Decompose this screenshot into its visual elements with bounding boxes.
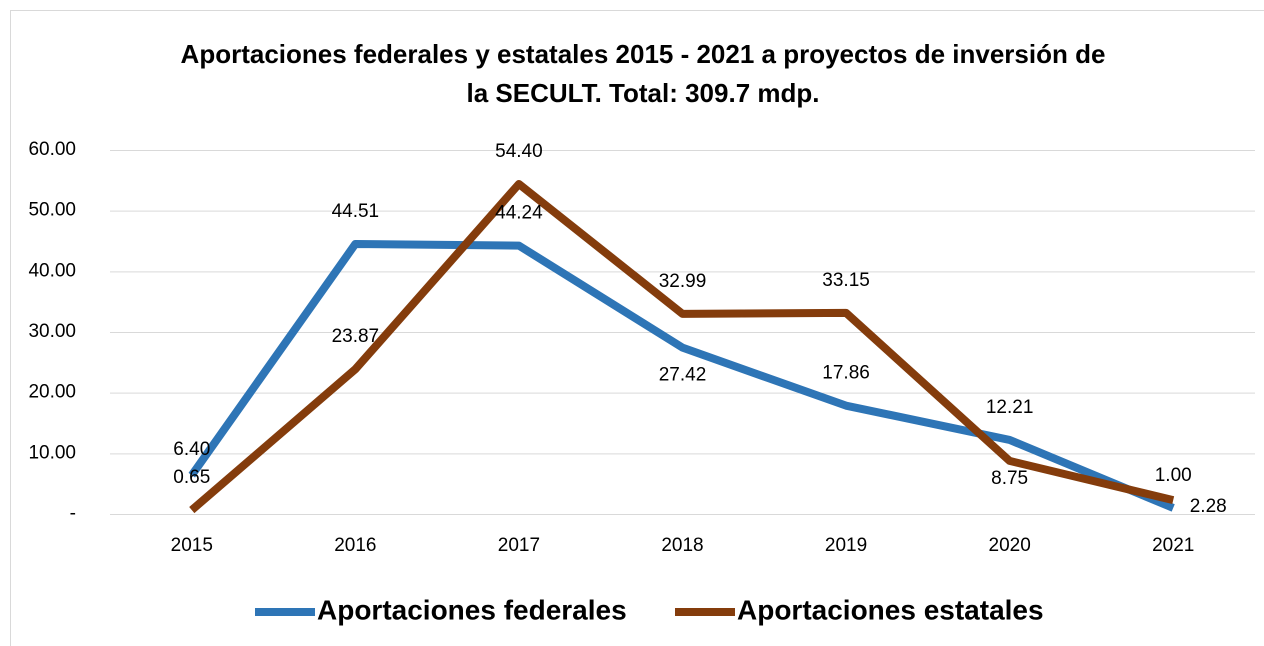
data-label: 44.51: [332, 201, 380, 222]
chart-title: Aportaciones federales y estatales 2015 …: [181, 39, 1106, 69]
data-label: 17.86: [822, 363, 870, 384]
y-tick-label: 50.00: [28, 200, 76, 221]
legend-label: Aportaciones federales: [317, 594, 627, 625]
data-label: 27.42: [659, 365, 707, 386]
data-label: 0.65: [173, 467, 210, 488]
y-tick-label: 10.00: [28, 442, 76, 463]
data-label: 33.15: [822, 270, 870, 291]
chart-title: la SECULT. Total: 309.7 mdp.: [467, 78, 820, 108]
data-label: 1.00: [1155, 465, 1192, 486]
x-tick-label: 2017: [498, 535, 540, 556]
x-tick-label: 2021: [1152, 535, 1194, 556]
data-label: 6.40: [173, 439, 210, 460]
y-tick-label: 30.00: [28, 321, 76, 342]
x-tick-label: 2016: [334, 535, 376, 556]
data-label: 23.87: [332, 326, 380, 347]
data-label: 32.99: [659, 271, 707, 292]
x-tick-label: 2019: [825, 535, 867, 556]
legend-label: Aportaciones estatales: [737, 594, 1044, 625]
x-tick-label: 2018: [661, 535, 703, 556]
series-line: [189, 179, 1175, 514]
y-tick-label: 40.00: [28, 260, 76, 281]
data-label: 2.28: [1190, 496, 1227, 517]
data-label: 44.24: [495, 203, 543, 224]
data-label: 12.21: [986, 397, 1034, 418]
y-tick-label: -: [70, 503, 76, 524]
data-label: 8.75: [991, 468, 1028, 489]
x-tick-label: 2020: [989, 535, 1031, 556]
chart-border: [10, 10, 1264, 646]
y-tick-label: 60.00: [28, 139, 76, 160]
series-line: [188, 239, 1175, 512]
data-label: 54.40: [495, 141, 543, 162]
y-tick-label: 20.00: [28, 382, 76, 403]
x-tick-label: 2015: [171, 535, 213, 556]
